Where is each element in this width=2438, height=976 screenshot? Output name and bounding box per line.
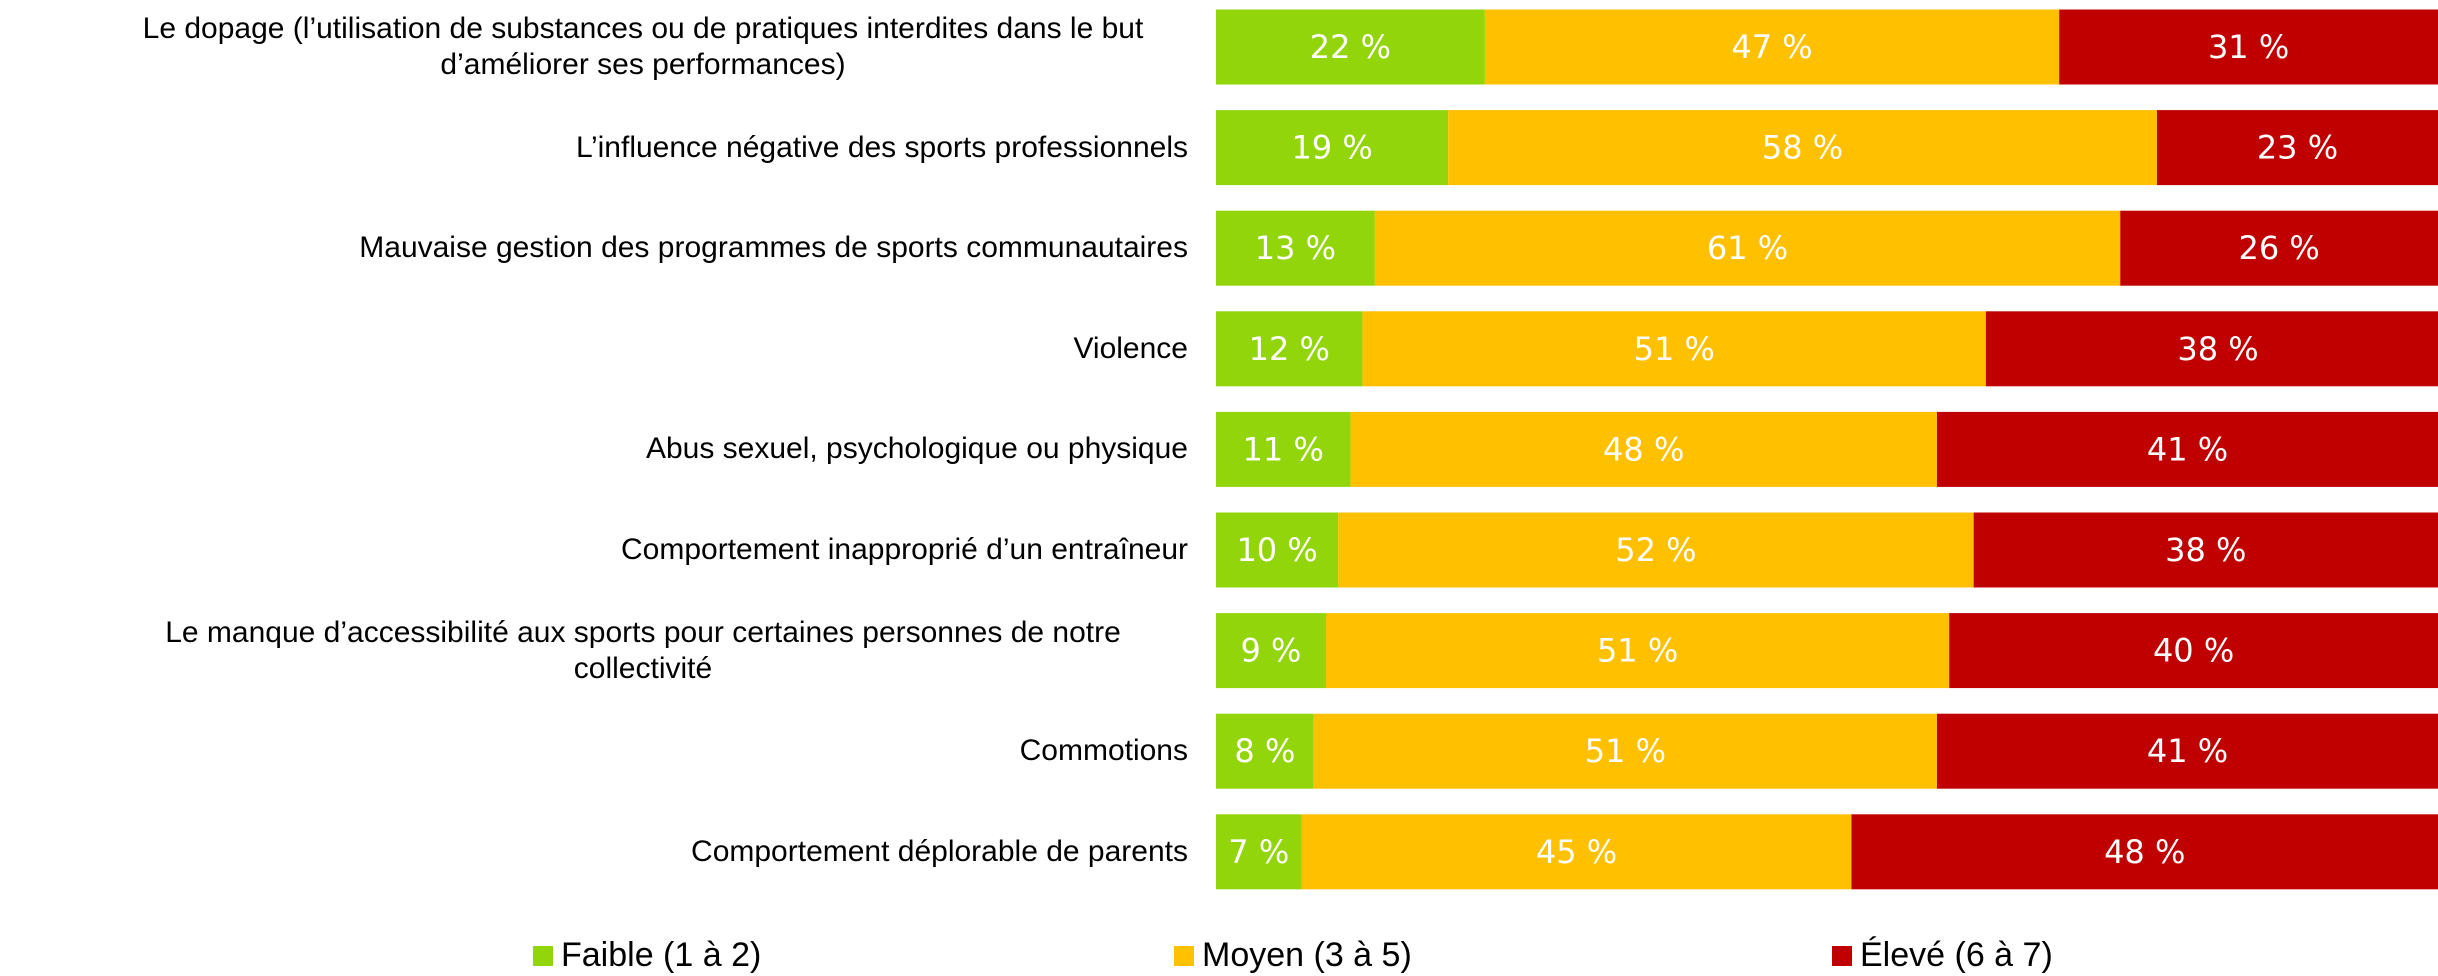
bar-segment bbox=[1216, 713, 1314, 789]
legend-swatch bbox=[1174, 945, 1194, 966]
category-label: L’influence négative des sports professi… bbox=[575, 130, 1188, 164]
legend-label: Faible (1 à 2) bbox=[561, 936, 762, 974]
value-label: 41 % bbox=[2147, 732, 2228, 770]
bar-segment bbox=[1216, 210, 1375, 286]
value-label: 41 % bbox=[2147, 430, 2228, 468]
bar-segment bbox=[1985, 311, 2438, 387]
value-label: 51 % bbox=[1634, 330, 1715, 368]
bar-segment bbox=[1362, 311, 1986, 387]
value-label: 19 % bbox=[1291, 129, 1372, 167]
legend-item: Faible (1 à 2) bbox=[533, 936, 761, 975]
bar-segment bbox=[1216, 110, 1449, 186]
value-label: 23 % bbox=[2257, 129, 2338, 167]
bar-segment bbox=[1216, 9, 1485, 85]
legend-swatch bbox=[533, 945, 553, 966]
bar-segment bbox=[1338, 512, 1974, 588]
value-label: 8 % bbox=[1234, 732, 1295, 770]
value-label: 7 % bbox=[1228, 833, 1289, 871]
category-label: Comportement inapproprié d’un entraîneur bbox=[621, 533, 1188, 566]
value-label: 13 % bbox=[1255, 229, 1336, 267]
bar-segment bbox=[1216, 411, 1351, 487]
bar-segment bbox=[1216, 613, 1326, 689]
value-label: 22 % bbox=[1310, 28, 1391, 66]
value-label: 51 % bbox=[1585, 732, 1666, 770]
category-label: Comportement déplorable de parents bbox=[691, 834, 1188, 868]
value-label: 51 % bbox=[1597, 632, 1678, 670]
bar-segment bbox=[1216, 512, 1339, 588]
legend-label: Élevé (6 à 7) bbox=[1860, 936, 2053, 974]
value-label: 9 % bbox=[1241, 632, 1302, 670]
bar-segment bbox=[1350, 411, 1937, 487]
value-label: 40 % bbox=[2153, 632, 2234, 670]
value-label: 31 % bbox=[2208, 28, 2289, 66]
legend-label: Moyen (3 à 5) bbox=[1202, 936, 1412, 974]
value-label: 47 % bbox=[1731, 28, 1812, 66]
category-label: Le manque d’accessibilité aux sports pou… bbox=[165, 615, 1121, 685]
bar-segment bbox=[1851, 814, 2438, 890]
bar-segment bbox=[1325, 613, 1950, 689]
bar-segment bbox=[2059, 9, 2438, 85]
legend-item: Élevé (6 à 7) bbox=[1832, 936, 2053, 975]
category-label: Le dopage (l’utilisation de substances o… bbox=[142, 12, 1144, 81]
value-label: 11 % bbox=[1243, 430, 1324, 468]
value-label: 61 % bbox=[1707, 229, 1788, 267]
value-label: 58 % bbox=[1762, 129, 1843, 167]
bar-segment bbox=[2120, 210, 2438, 286]
value-label: 45 % bbox=[1536, 833, 1617, 871]
bar-segment bbox=[1313, 713, 1937, 789]
legend-item: Moyen (3 à 5) bbox=[1174, 936, 1412, 975]
bar-segment bbox=[1936, 713, 2438, 789]
bar-segment bbox=[2156, 110, 2438, 186]
bar-segment bbox=[1949, 613, 2438, 689]
value-label: 26 % bbox=[2238, 229, 2319, 267]
category-label: Commotions bbox=[1019, 734, 1188, 768]
bar-segment bbox=[1448, 110, 2157, 186]
value-label: 38 % bbox=[2165, 531, 2246, 569]
category-label: Abus sexuel, psychologique ou physique bbox=[645, 432, 1188, 466]
legend-swatch bbox=[1832, 945, 1852, 966]
bar-segment bbox=[1374, 210, 2121, 286]
bar-segment bbox=[1216, 311, 1363, 387]
value-label: 48 % bbox=[1603, 430, 1684, 468]
value-label: 52 % bbox=[1615, 531, 1696, 569]
bar-segment bbox=[1216, 814, 1302, 890]
value-label: 48 % bbox=[2104, 833, 2185, 871]
bar-segment bbox=[1301, 814, 1852, 890]
value-label: 38 % bbox=[2177, 330, 2258, 368]
value-label: 12 % bbox=[1249, 330, 1330, 368]
bar-segment bbox=[1936, 411, 2438, 487]
category-label: Violence bbox=[1073, 331, 1188, 365]
bar-segment bbox=[1973, 512, 2438, 588]
bar-segment bbox=[1484, 9, 2060, 85]
category-label: Mauvaise gestion des programmes de sport… bbox=[359, 231, 1188, 265]
value-label: 10 % bbox=[1236, 531, 1317, 569]
